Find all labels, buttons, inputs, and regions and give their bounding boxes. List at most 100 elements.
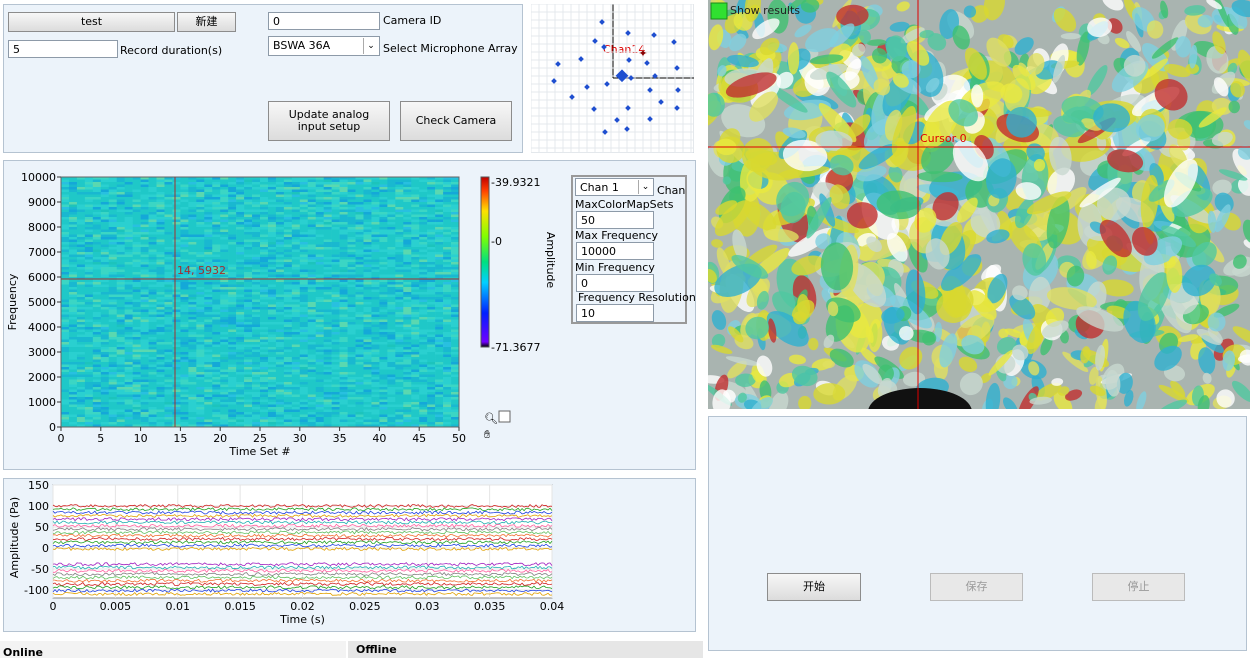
spectrogram-cell bbox=[356, 395, 364, 398]
mic-array-select[interactable]: BSWA 36A⌄ bbox=[268, 36, 380, 56]
spectrogram-cell bbox=[371, 257, 379, 260]
spectrogram-cell bbox=[77, 297, 85, 300]
spectrogram-cell bbox=[348, 367, 356, 370]
spectrogram-cell bbox=[69, 387, 77, 390]
spectrogram-cell bbox=[77, 260, 85, 263]
spectrogram-cell bbox=[157, 245, 165, 248]
spectrogram-cell bbox=[141, 280, 149, 283]
spectrogram-cell bbox=[276, 360, 284, 363]
spectrogram-cell bbox=[292, 215, 300, 218]
spectrogram-cell bbox=[395, 197, 403, 200]
spectrogram-cell bbox=[244, 395, 252, 398]
spectrogram-cell bbox=[260, 265, 268, 268]
spectrogram-cell bbox=[348, 225, 356, 228]
spectrogram-cell bbox=[300, 200, 308, 203]
spectrogram-cell bbox=[276, 395, 284, 398]
spectrogram-cell bbox=[268, 352, 276, 355]
spectrogram-cell bbox=[403, 307, 411, 310]
spectrogram-cell bbox=[109, 352, 117, 355]
spectrogram-cell bbox=[451, 355, 459, 358]
spectrogram-cell bbox=[411, 272, 419, 275]
spectrogram-cell bbox=[411, 387, 419, 390]
spectrogram-cell bbox=[348, 207, 356, 210]
spectrogram-cell bbox=[117, 420, 125, 423]
spectrogram-cell bbox=[141, 415, 149, 418]
spectrogram-cell bbox=[300, 362, 308, 365]
spectrogram-cell bbox=[149, 380, 157, 383]
spectrogram-cell bbox=[284, 357, 292, 360]
spectrogram-cell bbox=[332, 317, 340, 320]
spectrogram-cell bbox=[93, 265, 101, 268]
spectrogram-cell bbox=[236, 195, 244, 198]
spectrogram-cell bbox=[348, 392, 356, 395]
spectrogram-cell bbox=[419, 367, 427, 370]
spectrogram-cell bbox=[387, 367, 395, 370]
spectrogram-cell bbox=[292, 395, 300, 398]
name-field[interactable]: test bbox=[8, 12, 175, 32]
spectrogram-cell bbox=[188, 415, 196, 418]
spectrogram-cell bbox=[85, 302, 93, 305]
spectrogram-cell bbox=[427, 265, 435, 268]
spectrogram-cell bbox=[308, 305, 316, 308]
spectrogram-cell bbox=[212, 322, 220, 325]
record-duration-input[interactable]: 5 bbox=[8, 40, 118, 58]
spectrogram-cell bbox=[316, 275, 324, 278]
spectrogram-cell bbox=[133, 330, 141, 333]
spectrogram-cell bbox=[284, 237, 292, 240]
spectrogram-cell bbox=[212, 180, 220, 183]
spectrogram-cell bbox=[356, 207, 364, 210]
spectrogram-cell bbox=[276, 182, 284, 185]
spectrogram-cell bbox=[172, 335, 180, 338]
spectrogram-cell bbox=[252, 417, 260, 420]
spectrogram-cell bbox=[252, 367, 260, 370]
spectrogram-cell bbox=[340, 222, 348, 225]
spectrogram-cell bbox=[93, 270, 101, 273]
spectrogram-cell bbox=[141, 225, 149, 228]
check-camera-button[interactable]: Check Camera bbox=[400, 101, 512, 141]
spectrogram-cell bbox=[85, 310, 93, 313]
spectrogram-cell bbox=[268, 395, 276, 398]
update-button[interactable]: Update analog input setup bbox=[268, 101, 390, 141]
spectrogram-cell bbox=[340, 397, 348, 400]
spectrogram-cell bbox=[101, 222, 109, 225]
spectrogram-cell bbox=[356, 360, 364, 363]
spectrogram-cell bbox=[77, 185, 85, 188]
spectrogram-cell bbox=[149, 285, 157, 288]
spectrogram-cell bbox=[133, 272, 141, 275]
spectrogram-cell bbox=[220, 240, 228, 243]
camera-id-input[interactable]: 0 bbox=[268, 12, 380, 30]
spectrogram-cell bbox=[395, 360, 403, 363]
spectrogram-cell bbox=[196, 350, 204, 353]
spectrogram-cell bbox=[356, 197, 364, 200]
spectrogram-cell bbox=[196, 220, 204, 223]
spectrogram-cell bbox=[133, 195, 141, 198]
spectrogram-cell bbox=[149, 385, 157, 388]
spectrogram-cell bbox=[292, 270, 300, 273]
spectrogram-cell bbox=[451, 275, 459, 278]
spectrogram-cell bbox=[172, 380, 180, 383]
spectrogram-cell bbox=[244, 305, 252, 308]
spectrogram-cell bbox=[308, 317, 316, 320]
spectrogram-cell bbox=[419, 310, 427, 313]
spectrogram-cell bbox=[411, 320, 419, 323]
new-button[interactable]: 新建 bbox=[177, 12, 236, 32]
spectrogram-cell bbox=[220, 395, 228, 398]
spectrogram-cell bbox=[228, 180, 236, 183]
spectrogram-cell bbox=[77, 387, 85, 390]
spectrogram-cell bbox=[427, 370, 435, 373]
spectrogram-cell bbox=[125, 305, 133, 308]
spectrogram-cell bbox=[164, 295, 172, 298]
spectrogram-cell bbox=[332, 232, 340, 235]
spectrogram-cell bbox=[69, 397, 77, 400]
spectrogram-cell bbox=[188, 202, 196, 205]
spectrogram-cell bbox=[220, 335, 228, 338]
spectrogram-cell bbox=[172, 405, 180, 408]
spectrogram-cell bbox=[403, 237, 411, 240]
spectrogram-cell bbox=[220, 205, 228, 208]
spectrogram-cell bbox=[85, 300, 93, 303]
spectrogram-cell bbox=[244, 310, 252, 313]
spectrogram-cell bbox=[133, 340, 141, 343]
spectrogram-cell bbox=[451, 200, 459, 203]
spectrogram-cell bbox=[196, 380, 204, 383]
spectrogram-cell bbox=[427, 367, 435, 370]
